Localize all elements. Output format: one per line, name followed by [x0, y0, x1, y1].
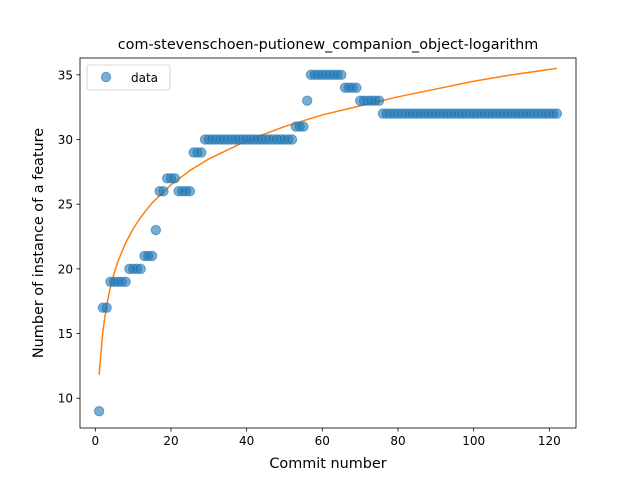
data-point	[101, 302, 112, 313]
data-points-layer	[93, 69, 563, 417]
data-point	[135, 263, 146, 275]
data-point	[301, 95, 313, 106]
y-tick-label: 35	[58, 68, 73, 82]
legend: data	[86, 64, 171, 91]
y-axis-label: Number of instance of a feature	[31, 128, 47, 358]
data-point	[146, 250, 158, 262]
data-point	[336, 69, 347, 81]
data-point	[298, 121, 309, 132]
legend-marker-data	[100, 71, 112, 83]
data-point	[184, 186, 196, 197]
data-point	[150, 224, 162, 236]
data-point	[93, 405, 105, 417]
data-point	[196, 147, 207, 158]
x-tick-label: 20	[163, 434, 178, 448]
y-tick-label: 10	[58, 392, 73, 406]
x-tick-label: 60	[315, 434, 330, 448]
data-point	[351, 82, 362, 93]
data-point	[169, 173, 180, 184]
data-point	[120, 276, 131, 288]
y-tick-label: 20	[58, 262, 73, 276]
legend-label-data: data	[131, 71, 158, 85]
data-point	[551, 108, 563, 119]
data-point	[158, 186, 169, 197]
x-axis-label: Commit number	[269, 456, 386, 472]
data-point	[286, 134, 298, 145]
x-tick-label: 100	[462, 434, 485, 448]
x-tick-label: 40	[239, 434, 254, 448]
y-tick-label: 30	[58, 133, 73, 147]
chart-title: com-stevenschoen-putionew_companion_obje…	[118, 37, 538, 53]
x-tick-label: 0	[92, 434, 100, 448]
plot-frame	[79, 57, 577, 429]
y-tick-label: 25	[58, 198, 73, 212]
x-tick-label: 80	[390, 434, 405, 448]
ticks-layer: 0 20 40 60 80 100 120 10 15 20 25 30 35	[58, 68, 561, 448]
x-tick-label: 120	[538, 434, 561, 448]
data-point	[373, 95, 385, 106]
legend-box	[86, 64, 171, 91]
y-tick-label: 15	[58, 327, 73, 341]
plot-area	[80, 58, 576, 428]
